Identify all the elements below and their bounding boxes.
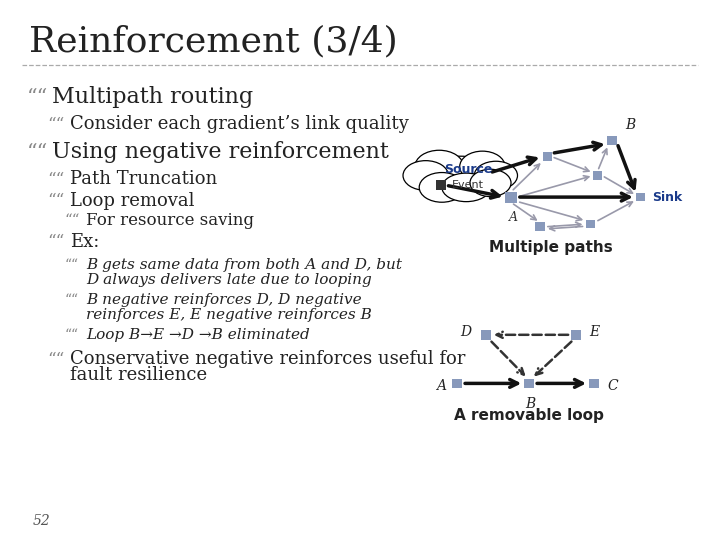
Text: A: A [509,211,518,224]
Bar [586,220,595,228]
Ellipse shape [460,151,505,182]
Text: Reinforcement (3/4): Reinforcement (3/4) [29,24,397,58]
Text: Sink: Sink [652,191,683,204]
Bar [436,180,446,190]
Text: Event: Event [452,180,484,190]
Bar [543,152,552,161]
Bar [536,222,545,231]
Text: Source: Source [444,163,492,176]
Text: A: A [436,379,446,393]
Text: Ex:: Ex: [70,233,99,251]
Text: E: E [589,325,599,339]
Ellipse shape [442,173,490,201]
Text: Using negative reinforcement: Using negative reinforcement [52,141,389,163]
Text: C: C [607,379,618,393]
Text: ““: ““ [65,328,78,342]
Text: For resource saving: For resource saving [86,212,254,229]
Text: Loop removal: Loop removal [70,192,194,210]
Bar [636,193,646,201]
Bar [481,330,491,340]
Text: ““: ““ [65,213,81,227]
Text: D always delivers late due to looping: D always delivers late due to looping [86,273,372,287]
Text: ““: ““ [47,171,64,188]
Text: B: B [625,118,635,132]
Text: Multipath routing: Multipath routing [52,86,253,108]
Text: ““: ““ [47,350,64,368]
Ellipse shape [470,169,511,197]
Text: ““: ““ [65,293,78,307]
Text: 52: 52 [32,514,50,528]
Ellipse shape [403,160,449,191]
Bar [452,379,462,388]
Text: B negative reinforces D, D negative: B negative reinforces D, D negative [86,293,362,307]
Text: D: D [461,325,472,339]
Text: B: B [525,397,535,411]
Text: ““: ““ [47,116,64,133]
Text: ““: ““ [27,143,49,162]
Text: ““: ““ [27,87,49,107]
Text: A removable loop: A removable loop [454,408,604,423]
Ellipse shape [419,172,464,202]
Text: fault resilience: fault resilience [70,366,207,384]
Bar [589,379,599,388]
Text: ““: ““ [47,233,64,251]
Ellipse shape [431,156,490,195]
Text: reinforces E, E negative reinforces B: reinforces E, E negative reinforces B [86,308,372,322]
Text: ““: ““ [65,258,78,272]
Bar [524,379,534,388]
Bar [505,192,517,202]
Text: Multiple paths: Multiple paths [489,240,613,255]
Text: Consider each gradient’s link quality: Consider each gradient’s link quality [70,115,408,133]
Text: Conservative negative reinforces useful for: Conservative negative reinforces useful … [70,350,465,368]
Text: ““: ““ [47,192,64,210]
Bar [607,136,617,145]
Bar [571,330,581,340]
Ellipse shape [415,150,464,183]
Text: Loop B→E →D →B eliminated: Loop B→E →D →B eliminated [86,328,310,342]
Text: Path Truncation: Path Truncation [70,170,217,188]
Bar [593,171,602,180]
Ellipse shape [474,161,518,190]
Text: B gets same data from both A and D, but: B gets same data from both A and D, but [86,258,402,272]
